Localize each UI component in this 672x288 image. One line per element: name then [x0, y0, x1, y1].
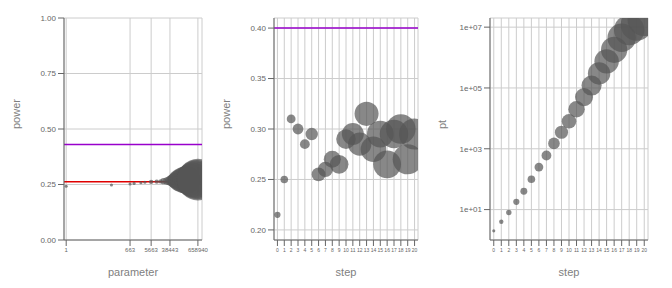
svg-text:6: 6: [317, 247, 320, 253]
svg-text:1.00: 1.00: [40, 14, 56, 23]
svg-text:8: 8: [553, 247, 556, 253]
svg-text:10: 10: [343, 247, 349, 253]
svg-text:1e+03: 1e+03: [460, 145, 483, 154]
svg-text:7: 7: [324, 247, 327, 253]
svg-text:0.35: 0.35: [250, 74, 266, 83]
svg-text:9: 9: [338, 247, 341, 253]
svg-text:11: 11: [350, 247, 355, 253]
svg-text:8: 8: [331, 247, 334, 253]
svg-text:1e+01: 1e+01: [460, 205, 483, 214]
svg-text:5: 5: [310, 247, 313, 253]
svg-text:4: 4: [303, 247, 306, 253]
svg-text:2: 2: [290, 247, 293, 253]
svg-text:0.30: 0.30: [250, 125, 266, 134]
svg-text:3: 3: [297, 247, 300, 253]
svg-text:3: 3: [515, 247, 518, 253]
svg-text:1: 1: [283, 247, 286, 253]
svg-text:step: step: [336, 266, 357, 278]
svg-text:0.00: 0.00: [40, 236, 56, 245]
svg-text:power: power: [10, 99, 22, 129]
svg-text:17: 17: [619, 247, 625, 253]
svg-text:12: 12: [581, 247, 587, 253]
svg-text:5: 5: [530, 247, 533, 253]
svg-text:20: 20: [412, 247, 418, 253]
svg-text:18: 18: [398, 247, 404, 253]
svg-text:0: 0: [492, 247, 495, 253]
svg-text:0.40: 0.40: [250, 24, 266, 33]
svg-text:10: 10: [566, 247, 572, 253]
svg-text:11: 11: [574, 247, 579, 253]
svg-text:20: 20: [641, 247, 647, 253]
svg-text:38443: 38443: [162, 247, 179, 253]
svg-text:663: 663: [125, 247, 136, 253]
svg-text:6: 6: [538, 247, 541, 253]
svg-text:0.20: 0.20: [250, 226, 266, 235]
svg-text:16: 16: [384, 247, 390, 253]
svg-text:13: 13: [589, 247, 595, 253]
svg-text:pt: pt: [436, 120, 448, 129]
svg-text:0: 0: [276, 247, 279, 253]
svg-text:18: 18: [626, 247, 632, 253]
svg-text:14: 14: [596, 247, 602, 253]
svg-text:7: 7: [545, 247, 548, 253]
svg-text:1e+05: 1e+05: [460, 84, 483, 93]
svg-text:19: 19: [634, 247, 640, 253]
svg-text:9: 9: [560, 247, 563, 253]
svg-text:658940: 658940: [188, 247, 209, 253]
svg-text:15: 15: [378, 247, 384, 253]
svg-text:12: 12: [357, 247, 363, 253]
svg-text:4: 4: [522, 247, 525, 253]
svg-text:13: 13: [364, 247, 370, 253]
svg-text:1e+07: 1e+07: [460, 23, 483, 32]
svg-text:0.25: 0.25: [40, 180, 56, 189]
svg-text:5663: 5663: [144, 247, 158, 253]
svg-text:14: 14: [371, 247, 377, 253]
svg-text:1: 1: [65, 247, 69, 253]
svg-text:0.50: 0.50: [40, 125, 56, 134]
svg-text:0.25: 0.25: [250, 175, 266, 184]
svg-text:0.75: 0.75: [40, 69, 56, 78]
svg-text:step: step: [559, 266, 580, 278]
svg-text:19: 19: [405, 247, 411, 253]
svg-text:parameter: parameter: [108, 266, 158, 278]
svg-text:17: 17: [391, 247, 397, 253]
svg-text:15: 15: [604, 247, 610, 253]
svg-text:power: power: [220, 99, 232, 129]
svg-text:16: 16: [611, 247, 617, 253]
svg-text:1: 1: [500, 247, 503, 253]
svg-text:2: 2: [507, 247, 510, 253]
